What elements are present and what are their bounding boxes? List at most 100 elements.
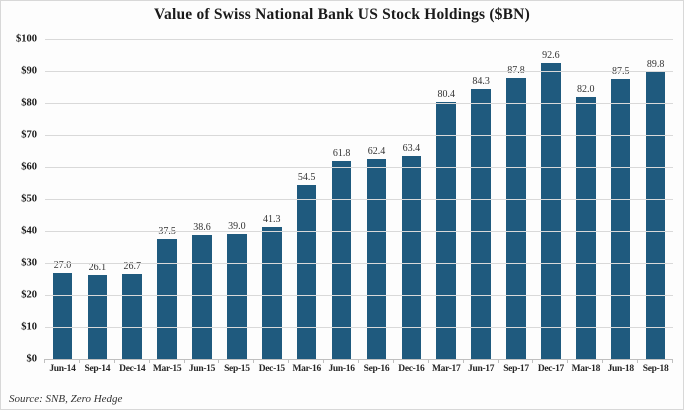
y-axis-tick-label: $10: [21, 321, 37, 333]
gridline: [45, 71, 673, 72]
x-axis-tick-label: Jun-14: [49, 364, 76, 374]
bar-value-label: 82.0: [577, 83, 595, 95]
bar: [401, 156, 422, 359]
bar: [122, 273, 142, 359]
bar-value-label: 80.4: [437, 88, 455, 100]
bar-slot-Sep-17: 87.8: [499, 39, 534, 359]
x-axis-tick-mark: [78, 359, 80, 363]
x-axis-tick-mark: [218, 359, 220, 363]
bar-value-label: 27.0: [53, 259, 72, 271]
bar-slot-Sep-18: 89.8: [638, 39, 673, 359]
bar-slot-Dec-16: 63.4: [394, 39, 429, 359]
bar-slot-Dec-17: 92.6: [533, 39, 568, 359]
bar: [366, 159, 387, 359]
x-axis-tick-mark: [637, 359, 639, 363]
y-axis-tick-label: $80: [21, 97, 37, 109]
y-axis-tick-label: $20: [21, 289, 37, 301]
bar: [157, 239, 177, 359]
x-axis-tick-mark: [183, 359, 185, 363]
x-axis-tick-label: Mar-15: [152, 364, 182, 374]
bar: [52, 272, 73, 359]
bar-value-label: 39.0: [228, 221, 246, 233]
y-axis-tick-label: $0: [26, 353, 38, 365]
bar-value-label: 87.8: [507, 65, 525, 76]
x-axis-tick-mark: [253, 359, 255, 363]
bar-value-label: 63.4: [402, 143, 421, 155]
bar-value-label: 92.6: [542, 49, 560, 61]
gridline: [45, 295, 673, 296]
bar-value-label: 54.5: [297, 171, 316, 183]
bar-value-label: 61.8: [332, 148, 351, 160]
bar-slot-Jun-16: 61.8: [324, 39, 359, 359]
x-axis-tick-label: Mar-16: [292, 364, 321, 374]
bar: [436, 101, 456, 359]
x-axis-tick-mark: [358, 359, 359, 363]
gridline: [45, 103, 673, 104]
y-axis: $0 $10 $20 $30 $40 $50 $60 $70 $80 $90 $100: [1, 34, 39, 365]
bar-value-label: 62.4: [367, 146, 386, 158]
y-axis-tick-label: $100: [16, 33, 37, 45]
bar: [645, 71, 666, 359]
x-axis-tick-mark: [672, 359, 673, 363]
x-axis-tick-mark: [44, 359, 45, 363]
x-axis-tick-label: Dec-17: [537, 364, 564, 374]
x-axis-tick-mark: [148, 359, 150, 363]
bar-slot-Jun-15: 38.6: [185, 39, 220, 359]
y-axis-tick-label: $30: [21, 257, 37, 269]
bar-slot-Jun-14: 27.0: [45, 39, 80, 359]
y-axis-tick-label: $60: [21, 161, 37, 173]
bar: [576, 96, 596, 359]
y-axis-tick-label: $40: [21, 225, 37, 237]
x-axis-tick-label: Dec-16: [398, 364, 425, 374]
x-axis-tick-label: Sep-17: [503, 364, 529, 374]
bar-slot-Sep-16: 62.4: [359, 39, 394, 359]
bar: [541, 62, 561, 359]
x-axis-tick-label: Dec-14: [119, 364, 146, 374]
gridline: [45, 199, 673, 200]
gridline: [45, 39, 673, 40]
bar-value-label: 38.6: [193, 222, 211, 234]
x-axis-tick-mark: [113, 359, 115, 363]
x-axis-tick-mark: [288, 359, 290, 363]
x-axis-tick-label: Jun-15: [188, 364, 216, 374]
x-axis-tick-label: Jun-16: [328, 364, 355, 374]
x-axis-tick-mark: [427, 359, 429, 363]
bar-slot-Mar-17: 80.4: [429, 39, 464, 359]
bar: [227, 234, 247, 359]
x-axis-tick-label: Sep-16: [363, 364, 390, 374]
x-axis-tick-mark: [497, 359, 499, 363]
x-axis-tick-label: Jun-18: [607, 364, 634, 374]
x-axis-tick-mark: [567, 359, 569, 363]
x-axis-tick-label: Sep-14: [84, 364, 111, 374]
bar-slot-Sep-14: 26.1: [80, 39, 115, 359]
bar: [192, 235, 212, 359]
bar-value-label: 84.3: [472, 76, 490, 88]
gridline: [45, 327, 673, 328]
gridline: [45, 263, 673, 264]
bar: [296, 184, 317, 359]
bar: [331, 161, 352, 359]
chart-title: Value of Swiss National Bank US Stock Ho…: [154, 6, 530, 23]
bar-slot-Dec-15: 41.3: [254, 39, 289, 359]
x-axis-line: [45, 359, 673, 360]
bar-value-label: 41.3: [263, 213, 281, 225]
bar-value-label: 26.1: [88, 262, 107, 274]
bar: [506, 78, 526, 359]
x-axis-tick-label: Dec-15: [258, 364, 285, 374]
y-axis-tick-label: $90: [21, 65, 37, 77]
x-axis-tick-mark: [602, 359, 604, 363]
bar: [471, 89, 491, 359]
x-axis-tick-label: Sep-18: [642, 364, 669, 374]
bar: [610, 79, 631, 359]
x-axis-tick-label: Sep-15: [224, 364, 250, 374]
x-axis-tick-mark: [532, 359, 534, 363]
gridline: [45, 167, 673, 168]
x-axis: Jun-14 Sep-14 Dec-14 Mar-15 Jun-15 Sep-15 Dec-…: [45, 364, 673, 374]
bars-row: 27.026.126.737.538.639.041.354.561.862.4…: [45, 39, 673, 359]
gridline: [45, 231, 673, 232]
bar-slot-Mar-16: 54.5: [289, 39, 324, 359]
bar: [87, 275, 108, 359]
y-axis-tick-label: $50: [21, 193, 37, 205]
bar-slot-Dec-14: 26.7: [115, 39, 150, 359]
source-note: Source: SNB, Zero Hedge: [9, 393, 123, 405]
